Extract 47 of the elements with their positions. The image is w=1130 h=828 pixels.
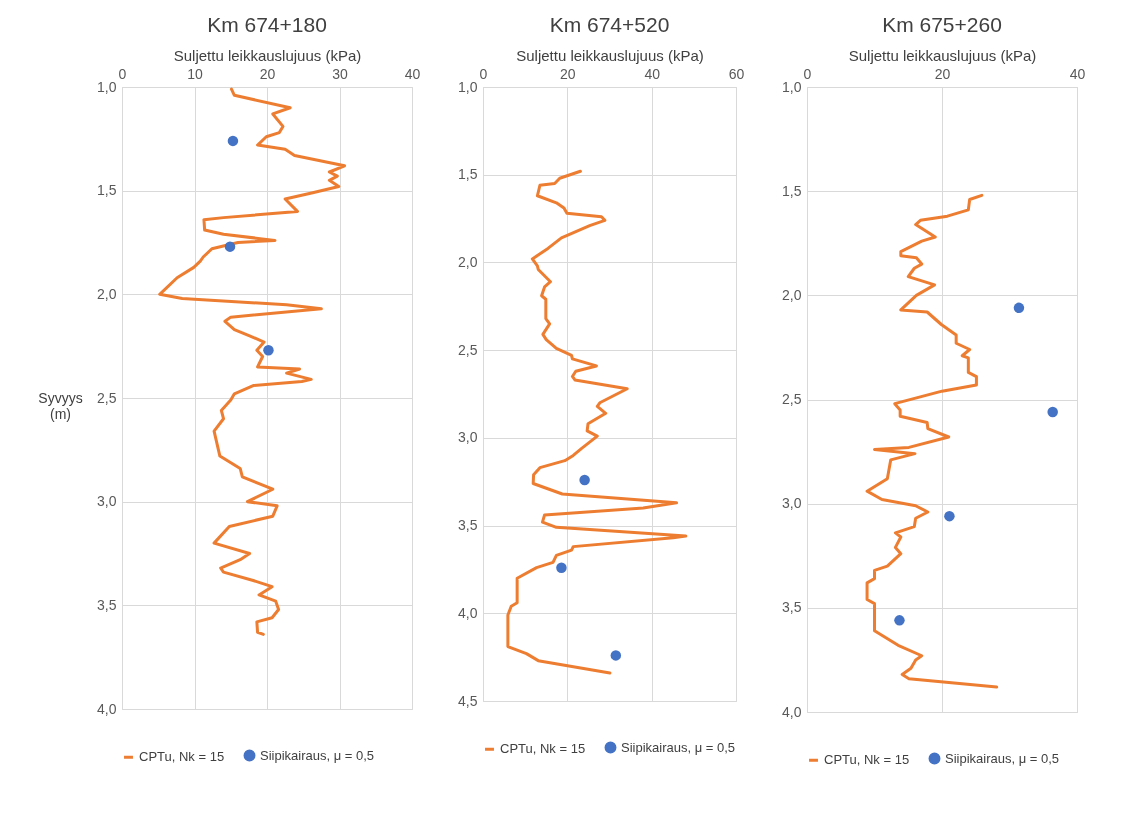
x-tick-label: 0 xyxy=(479,65,488,82)
x-tick-label: 20 xyxy=(560,65,576,82)
x-tick-label: 40 xyxy=(644,65,661,82)
y-tick-label: 4,0 xyxy=(97,700,117,717)
x-axis-title: Suljettu leikkauslujuus (kPa) xyxy=(173,46,362,64)
legend-label: Siipikairaus, μ = 0,5 xyxy=(260,747,375,763)
y-axis-title: Syvyys (m) xyxy=(38,389,83,422)
y-tick-label: 2,0 xyxy=(97,285,117,302)
y-tick-label: 3,5 xyxy=(782,599,802,616)
legend-label: CPTu, Nk = 15 xyxy=(500,741,586,757)
x-tick-label: 40 xyxy=(1069,65,1086,82)
x-tick-label: 20 xyxy=(934,65,951,82)
x-tick-label: 0 xyxy=(803,65,812,82)
chart-title: Km 675+260 xyxy=(882,13,1002,36)
legend-label: Siipikairaus, μ = 0,5 xyxy=(621,739,736,755)
y-tick-label: 4,0 xyxy=(458,604,478,621)
chart-title: Km 674+520 xyxy=(549,13,670,36)
y-tick-label: 2,5 xyxy=(97,389,117,406)
y-tick-label: 3,0 xyxy=(458,429,478,446)
legend-label: Siipikairaus, μ = 0,5 xyxy=(945,750,1060,766)
y-tick-label: 3,5 xyxy=(97,596,117,613)
x-axis-title: Suljettu leikkauslujuus (kPa) xyxy=(848,46,1037,64)
y-tick-label: 1,0 xyxy=(97,78,117,95)
x-tick-label: 30 xyxy=(332,65,348,82)
y-tick-label: 1,0 xyxy=(458,78,478,95)
chart-title: Km 674+180 xyxy=(207,13,327,36)
y-tick-label: 1,5 xyxy=(782,182,802,199)
x-tick-label: 10 xyxy=(187,65,203,82)
x-axis-title: Suljettu leikkauslujuus (kPa) xyxy=(516,46,704,64)
x-tick-label: 0 xyxy=(118,65,127,82)
x-tick-label: 40 xyxy=(404,65,421,82)
y-tick-label: 2,5 xyxy=(782,391,802,407)
y-tick-label: 2,0 xyxy=(782,286,802,303)
y-tick-label: 1,5 xyxy=(458,166,478,183)
legend-label: CPTu, Nk = 15 xyxy=(824,752,910,768)
y-tick-label: 1,5 xyxy=(97,182,117,199)
y-tick-label: 4,0 xyxy=(782,703,802,720)
x-tick-label: 20 xyxy=(259,65,276,82)
y-tick-label: 3,5 xyxy=(458,517,478,534)
y-tick-label: 2,0 xyxy=(458,253,478,270)
y-tick-label: 1,0 xyxy=(782,78,802,95)
y-tick-label: 3,0 xyxy=(782,495,802,512)
y-tick-label: 2,5 xyxy=(458,341,478,358)
x-tick-label: 60 xyxy=(728,65,745,82)
y-tick-label: 4,5 xyxy=(458,692,478,709)
legend-label: CPTu, Nk = 15 xyxy=(139,749,225,765)
y-tick-label: 3,0 xyxy=(97,493,117,510)
